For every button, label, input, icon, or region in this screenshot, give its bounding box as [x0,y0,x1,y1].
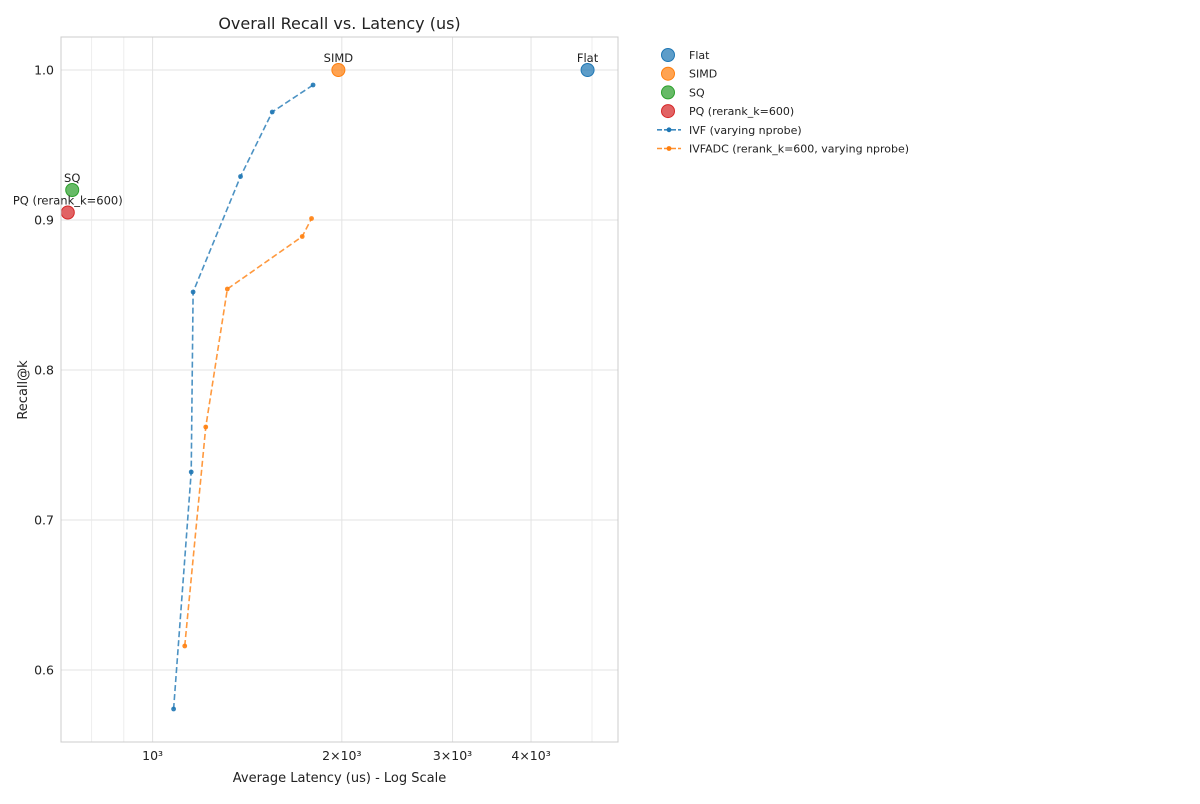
series-point [182,643,188,649]
plot-frame [60,36,619,743]
chart-title: Overall Recall vs. Latency (us) [218,14,460,33]
scatter-point [65,183,80,197]
legend-marker [661,48,675,62]
y-tick-label: 1.0 [34,63,54,78]
y-tick-label: 0.8 [34,363,54,378]
series-point [171,706,176,712]
x-tick-label: 10³ [142,748,163,763]
grid-layer [61,37,618,742]
legend-label: IVFADC (rerank_k=600, varying nprobe) [689,143,909,156]
series-point [309,216,314,221]
legend: Flat SIMD SQ PQ (rerank_k=600) IVF (varying … [657,48,909,156]
legend-label: PQ (rerank_k=600) [689,105,794,118]
axes-layer: 0.6 0.7 0.8 0.9 1.0 10³ 2×10³ 3×10³ 4×10³ [34,63,551,764]
point-label: Flat [577,51,599,65]
scatter-point [580,63,595,77]
legend-line-marker [666,127,672,133]
point-label: PQ (rerank_k=600) [13,194,123,208]
y-axis-label: Recall@k [16,360,31,420]
legend-label: SIMD [689,68,717,81]
x-tick-label: 4×10³ [511,748,550,763]
series-point [190,289,196,295]
series-point [299,234,305,239]
point-label: SIMD [324,51,354,65]
series-point [188,469,194,475]
series-point [310,82,316,88]
legend-marker [661,66,675,81]
x-axis-label: Average Latency (us) - Log Scale [233,771,446,786]
points-layer: Flat SIMD SQ PQ (rerank_k=600) [13,51,599,220]
legend-label: IVF (varying nprobe) [689,124,802,137]
y-tick-label: 0.7 [34,513,54,528]
series-point [269,109,275,115]
series-line [172,84,314,710]
legend-marker [661,85,675,100]
series-layer [171,82,316,712]
series-point [238,174,243,179]
legend-marker [661,104,675,119]
y-tick-label: 0.6 [34,663,54,678]
point-label: SQ [64,171,80,185]
x-tick-label: 2×10³ [322,748,361,763]
legend-label: SQ [689,86,705,99]
scatter-point [60,205,75,220]
legend-line-marker [666,146,672,151]
series-point [203,424,209,430]
series-line [183,218,313,647]
legend-label: Flat [689,49,710,62]
series-point [224,286,230,292]
scatter-point [331,63,346,77]
x-tick-label: 3×10³ [433,748,472,763]
y-tick-label: 0.9 [34,213,54,228]
